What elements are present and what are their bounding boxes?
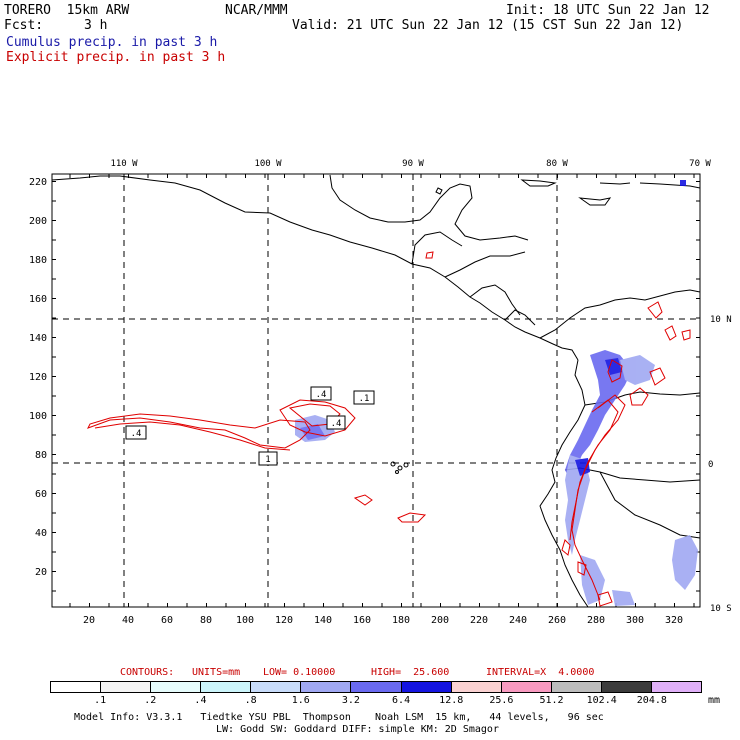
legend-swatch <box>51 682 102 692</box>
contours-high: HIGH= 25.600 <box>371 667 450 678</box>
map-frame <box>51 173 701 608</box>
x-tick: 120 <box>275 615 293 626</box>
graticule <box>52 174 700 607</box>
legend-label: .2 <box>144 695 157 706</box>
init-time: Init: 18 UTC Sun 22 Jan 12 <box>506 3 710 18</box>
legend-label: 102.4 <box>586 695 617 706</box>
lon-label: 70 W <box>689 159 711 169</box>
lat-label: 10 S <box>710 604 732 614</box>
legend-swatch <box>151 682 202 692</box>
contour-label: .4 <box>131 429 142 439</box>
cumulus-legend-text: Cumulus precip. in past 3 h <box>6 35 218 50</box>
contours-prefix: CONTOURS: <box>120 667 175 678</box>
y-tick: 180 <box>29 255 47 266</box>
forecast-value: 3 h <box>84 18 108 33</box>
y-tick: 40 <box>35 528 47 539</box>
model-info-line2: LW: Godd SW: Goddard DIFF: simple KM: 2D… <box>216 724 499 735</box>
lat-label: 0 <box>708 460 713 470</box>
contours-units: UNITS=mm <box>192 667 241 678</box>
legend-label: 25.6 <box>489 695 514 706</box>
legend-label: 3.2 <box>341 695 360 706</box>
x-tick: 300 <box>626 615 644 626</box>
x-tick: 160 <box>353 615 371 626</box>
color-legend-labels: .1 .2 .4 .8 1.6 3.2 6.4 12.8 25.6 51.2 102.4 204.8 <box>50 695 702 707</box>
x-tick: 260 <box>548 615 566 626</box>
center-name: NCAR/MMM <box>225 3 288 18</box>
legend-swatch <box>201 682 252 692</box>
legend-unit: mm <box>708 695 721 706</box>
y-tick: 20 <box>35 567 47 578</box>
legend-label: .8 <box>244 695 257 706</box>
legend-label: 1.6 <box>291 695 310 706</box>
x-tick: 40 <box>122 615 134 626</box>
contour-label: .4 <box>316 390 327 400</box>
y-tick: 120 <box>29 372 47 383</box>
legend-swatch <box>551 682 602 692</box>
lon-label: 90 W <box>402 159 424 169</box>
legend-swatch <box>351 682 402 692</box>
legend-label: .1 <box>94 695 107 706</box>
forecast-label: Fcst: <box>4 18 44 33</box>
legend-swatch <box>301 682 352 692</box>
legend-swatch <box>101 682 152 692</box>
color-legend-bar <box>50 681 702 693</box>
y-tick: 60 <box>35 489 47 500</box>
explicit-contours <box>86 251 691 607</box>
x-tick-labels: 20 40 60 80 100 120 140 160 180 200 220 … <box>83 615 683 626</box>
x-tick: 280 <box>587 615 605 626</box>
legend-label: 204.8 <box>636 695 667 706</box>
contours-interval: INTERVAL=X 4.0000 <box>486 667 595 678</box>
lat-label: 10 N <box>710 315 732 325</box>
lon-label: 110 W <box>110 159 138 169</box>
axis-ticks <box>52 174 700 607</box>
lon-label: 80 W <box>546 159 568 169</box>
x-tick: 80 <box>200 615 212 626</box>
x-tick: 220 <box>470 615 488 626</box>
y-tick: 140 <box>29 333 47 344</box>
x-tick: 320 <box>665 615 683 626</box>
x-tick: 100 <box>236 615 254 626</box>
legend-label: 12.8 <box>439 695 464 706</box>
model-title: TORERO 15km ARW <box>4 3 130 18</box>
y-tick-labels: 20 40 60 80 100 120 140 160 180 200 220 <box>29 177 47 578</box>
lon-label: 100 W <box>254 159 282 169</box>
contour-label-boxes: .4 .1 .4 .4 1 <box>125 386 375 466</box>
x-tick: 200 <box>431 615 449 626</box>
model-info-line1: Model Info: V3.3.1 Tiedtke YSU PBL Thomp… <box>74 712 604 723</box>
contours-low: LOW= 0.10000 <box>263 667 336 678</box>
contour-label: .1 <box>359 394 370 404</box>
x-tick: 180 <box>392 615 410 626</box>
x-tick: 140 <box>314 615 332 626</box>
valid-time: Valid: 21 UTC Sun 22 Jan 12 (15 CST Sun … <box>292 18 684 33</box>
contour-label: .4 <box>331 419 342 429</box>
legend-swatch <box>401 682 452 692</box>
legend-swatch <box>501 682 552 692</box>
legend-swatch <box>651 682 702 692</box>
legend-swatch <box>601 682 652 692</box>
y-tick: 100 <box>29 411 47 422</box>
explicit-legend-text: Explicit precip. in past 3 h <box>6 50 226 65</box>
x-tick: 240 <box>509 615 527 626</box>
legend-label: 6.4 <box>392 695 411 706</box>
contour-label: 1 <box>265 455 270 465</box>
legend-label: 51.2 <box>539 695 564 706</box>
x-tick: 20 <box>83 615 95 626</box>
legend-swatch <box>451 682 502 692</box>
y-tick: 200 <box>29 216 47 227</box>
y-tick: 220 <box>29 177 47 188</box>
legend-swatch <box>251 682 302 692</box>
legend-label: .4 <box>194 695 207 706</box>
y-tick: 160 <box>29 294 47 305</box>
x-tick: 60 <box>161 615 173 626</box>
y-tick: 80 <box>35 450 47 461</box>
